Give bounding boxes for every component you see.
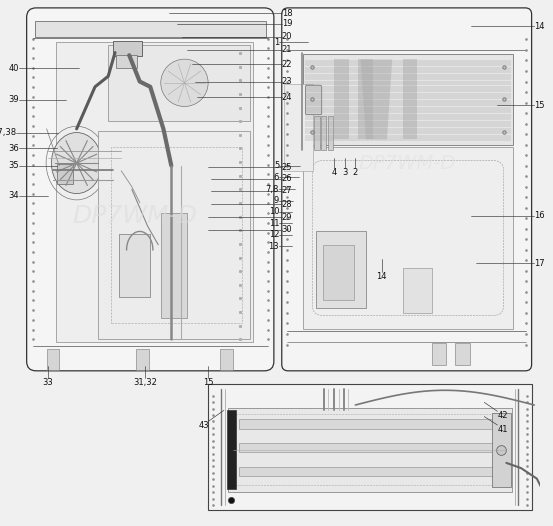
Bar <box>316 231 366 308</box>
Text: 31,32: 31,32 <box>133 378 157 387</box>
Text: 35: 35 <box>8 161 19 170</box>
Text: 2: 2 <box>353 168 358 177</box>
Text: 39: 39 <box>8 95 19 105</box>
Text: 24: 24 <box>282 93 292 102</box>
Text: 5: 5 <box>274 161 279 170</box>
Text: 43: 43 <box>199 421 209 430</box>
Text: 11: 11 <box>269 218 279 228</box>
Text: 30: 30 <box>282 225 293 235</box>
Bar <box>108 45 250 121</box>
Bar <box>116 55 137 68</box>
Text: 12: 12 <box>269 230 279 239</box>
Circle shape <box>161 59 208 106</box>
Bar <box>34 21 266 37</box>
Bar <box>227 410 236 489</box>
Bar <box>358 59 373 139</box>
Text: 4: 4 <box>332 168 337 177</box>
Text: 41: 41 <box>497 425 508 434</box>
FancyBboxPatch shape <box>282 8 531 371</box>
Text: 7,8: 7,8 <box>266 185 279 194</box>
Bar <box>161 213 187 318</box>
Text: 22: 22 <box>282 59 292 69</box>
Text: DP7WM-D: DP7WM-D <box>358 154 455 173</box>
Text: 21: 21 <box>282 45 292 55</box>
Text: 33: 33 <box>43 378 53 387</box>
Bar <box>208 384 531 510</box>
Text: 13: 13 <box>269 241 279 251</box>
Bar <box>239 467 501 476</box>
Text: 15: 15 <box>203 378 213 387</box>
Bar <box>98 132 250 339</box>
Text: 27: 27 <box>282 186 293 196</box>
Bar <box>220 349 233 370</box>
Bar <box>239 443 501 452</box>
Text: 23: 23 <box>282 77 293 86</box>
Text: 14: 14 <box>377 272 387 281</box>
Text: 18: 18 <box>282 8 293 18</box>
Text: 19: 19 <box>282 19 292 28</box>
Bar <box>234 414 505 485</box>
Bar <box>57 164 73 184</box>
Bar <box>228 408 512 492</box>
Bar <box>303 147 513 329</box>
Text: 14: 14 <box>534 22 545 31</box>
Text: 10: 10 <box>269 207 279 217</box>
Bar <box>111 147 242 323</box>
Bar <box>328 116 333 150</box>
Bar <box>323 245 354 300</box>
Bar <box>113 41 142 56</box>
Bar <box>284 84 314 171</box>
Polygon shape <box>361 59 392 139</box>
Text: 6: 6 <box>274 173 279 182</box>
FancyBboxPatch shape <box>305 85 322 115</box>
Text: 9: 9 <box>274 196 279 206</box>
Text: 28: 28 <box>282 199 293 209</box>
Bar <box>314 116 320 150</box>
Bar <box>321 116 326 150</box>
Bar <box>335 59 349 139</box>
Bar <box>119 234 150 297</box>
Text: 37,38: 37,38 <box>0 128 16 137</box>
Text: DP7WM-D: DP7WM-D <box>72 204 197 228</box>
Text: 36: 36 <box>8 144 19 153</box>
Text: 29: 29 <box>282 213 292 222</box>
Text: 34: 34 <box>8 191 19 200</box>
Bar <box>239 419 501 429</box>
Bar <box>56 42 253 342</box>
Bar <box>432 343 446 365</box>
Ellipse shape <box>51 133 102 194</box>
Bar <box>455 343 470 365</box>
Bar <box>303 54 513 145</box>
Bar <box>46 349 59 370</box>
Bar <box>403 268 432 313</box>
Text: 16: 16 <box>534 211 545 220</box>
Text: 15: 15 <box>534 100 545 110</box>
Text: 26: 26 <box>282 174 293 184</box>
Bar <box>492 413 510 487</box>
Bar <box>403 59 418 139</box>
Text: 42: 42 <box>497 411 508 420</box>
Text: 25: 25 <box>282 163 292 172</box>
Text: 17: 17 <box>534 258 545 268</box>
FancyBboxPatch shape <box>27 8 274 371</box>
Text: 40: 40 <box>8 64 19 73</box>
Text: 20: 20 <box>282 32 292 42</box>
Bar <box>136 349 149 370</box>
Text: 1: 1 <box>274 37 279 47</box>
Text: 3: 3 <box>342 168 348 177</box>
